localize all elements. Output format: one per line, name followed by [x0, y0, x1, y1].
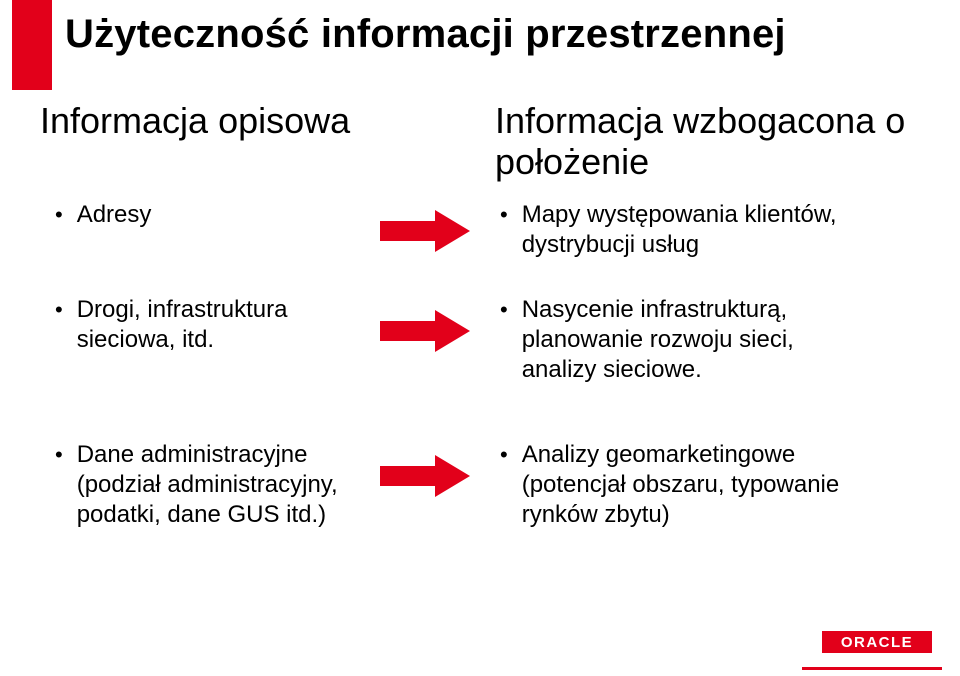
bullet-icon: • — [500, 442, 508, 468]
arrow-icon — [380, 210, 470, 252]
list-item: • Nasycenie infrastrukturą, planowanie r… — [500, 295, 875, 385]
footer-accent-line — [802, 667, 942, 670]
bullet-icon: • — [55, 297, 63, 323]
bullet-icon: • — [55, 442, 63, 468]
right-item-text: Analizy geomarketingowe (potencjał obsza… — [522, 440, 875, 530]
bullet-icon: • — [55, 202, 63, 228]
right-column-heading: Informacja wzbogacona o położenie — [495, 100, 960, 183]
left-column-heading: Informacja opisowa — [40, 100, 350, 142]
list-item: • Dane administracyjne (podział administ… — [55, 440, 360, 530]
list-item: • Adresy — [55, 200, 360, 230]
list-item: • Mapy występowania klientów, dystrybucj… — [500, 200, 875, 260]
bullet-icon: • — [500, 202, 508, 228]
left-item-text: Drogi, infrastruktura sieciowa, itd. — [77, 295, 360, 355]
page-title: Użyteczność informacji przestrzennej — [65, 12, 786, 57]
left-item-text: Adresy — [77, 200, 152, 230]
bullet-icon: • — [500, 297, 508, 323]
list-item: • Drogi, infrastruktura sieciowa, itd. — [55, 295, 360, 355]
logo-text: ORACLE — [841, 634, 913, 651]
oracle-logo: ORACLE — [822, 631, 932, 658]
accent-bar — [12, 0, 52, 90]
slide: Użyteczność informacji przestrzennej Inf… — [0, 0, 960, 676]
arrow-icon — [380, 455, 470, 497]
list-item: • Analizy geomarketingowe (potencjał obs… — [500, 440, 875, 530]
right-item-text: Nasycenie infrastrukturą, planowanie roz… — [522, 295, 875, 385]
arrow-icon — [380, 310, 470, 352]
left-item-text: Dane administracyjne (podział administra… — [77, 440, 360, 530]
right-item-text: Mapy występowania klientów, dystrybucji … — [522, 200, 875, 260]
